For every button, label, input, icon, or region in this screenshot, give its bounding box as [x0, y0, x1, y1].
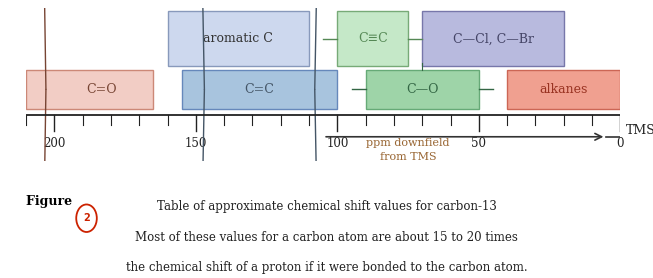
Text: 2: 2: [83, 213, 90, 223]
Bar: [26, 70, 153, 109]
Text: C≡C: C≡C: [358, 33, 388, 45]
Bar: [366, 70, 479, 109]
Text: TMS: TMS: [626, 124, 653, 137]
Text: Most of these values for a carbon atom are about 15 to 20 times: Most of these values for a carbon atom a…: [135, 231, 518, 244]
Text: 0: 0: [616, 137, 624, 150]
Text: 100: 100: [326, 137, 349, 150]
Text: Table of approximate chemical shift values for carbon-13: Table of approximate chemical shift valu…: [157, 200, 496, 213]
Text: C=C: C=C: [245, 83, 274, 96]
Text: the chemical shift of a proton if it were bonded to the carbon atom.: the chemical shift of a proton if it wer…: [125, 261, 528, 274]
Text: 150: 150: [185, 137, 207, 150]
Text: 50: 50: [471, 137, 486, 150]
Bar: [507, 70, 620, 109]
Bar: [182, 70, 338, 109]
Text: C—Cl, C—Br: C—Cl, C—Br: [453, 33, 534, 45]
Text: 200: 200: [43, 137, 65, 150]
Text: Figure: Figure: [26, 195, 76, 208]
Text: alkanes: alkanes: [539, 83, 588, 96]
Text: ppm downfield
from TMS: ppm downfield from TMS: [366, 138, 450, 162]
Text: C=O: C=O: [86, 83, 116, 96]
Circle shape: [76, 205, 97, 232]
Bar: [422, 11, 564, 66]
Bar: [168, 11, 309, 66]
Bar: [338, 11, 408, 66]
Text: aromatic C: aromatic C: [203, 33, 274, 45]
Text: C—O: C—O: [406, 83, 439, 96]
